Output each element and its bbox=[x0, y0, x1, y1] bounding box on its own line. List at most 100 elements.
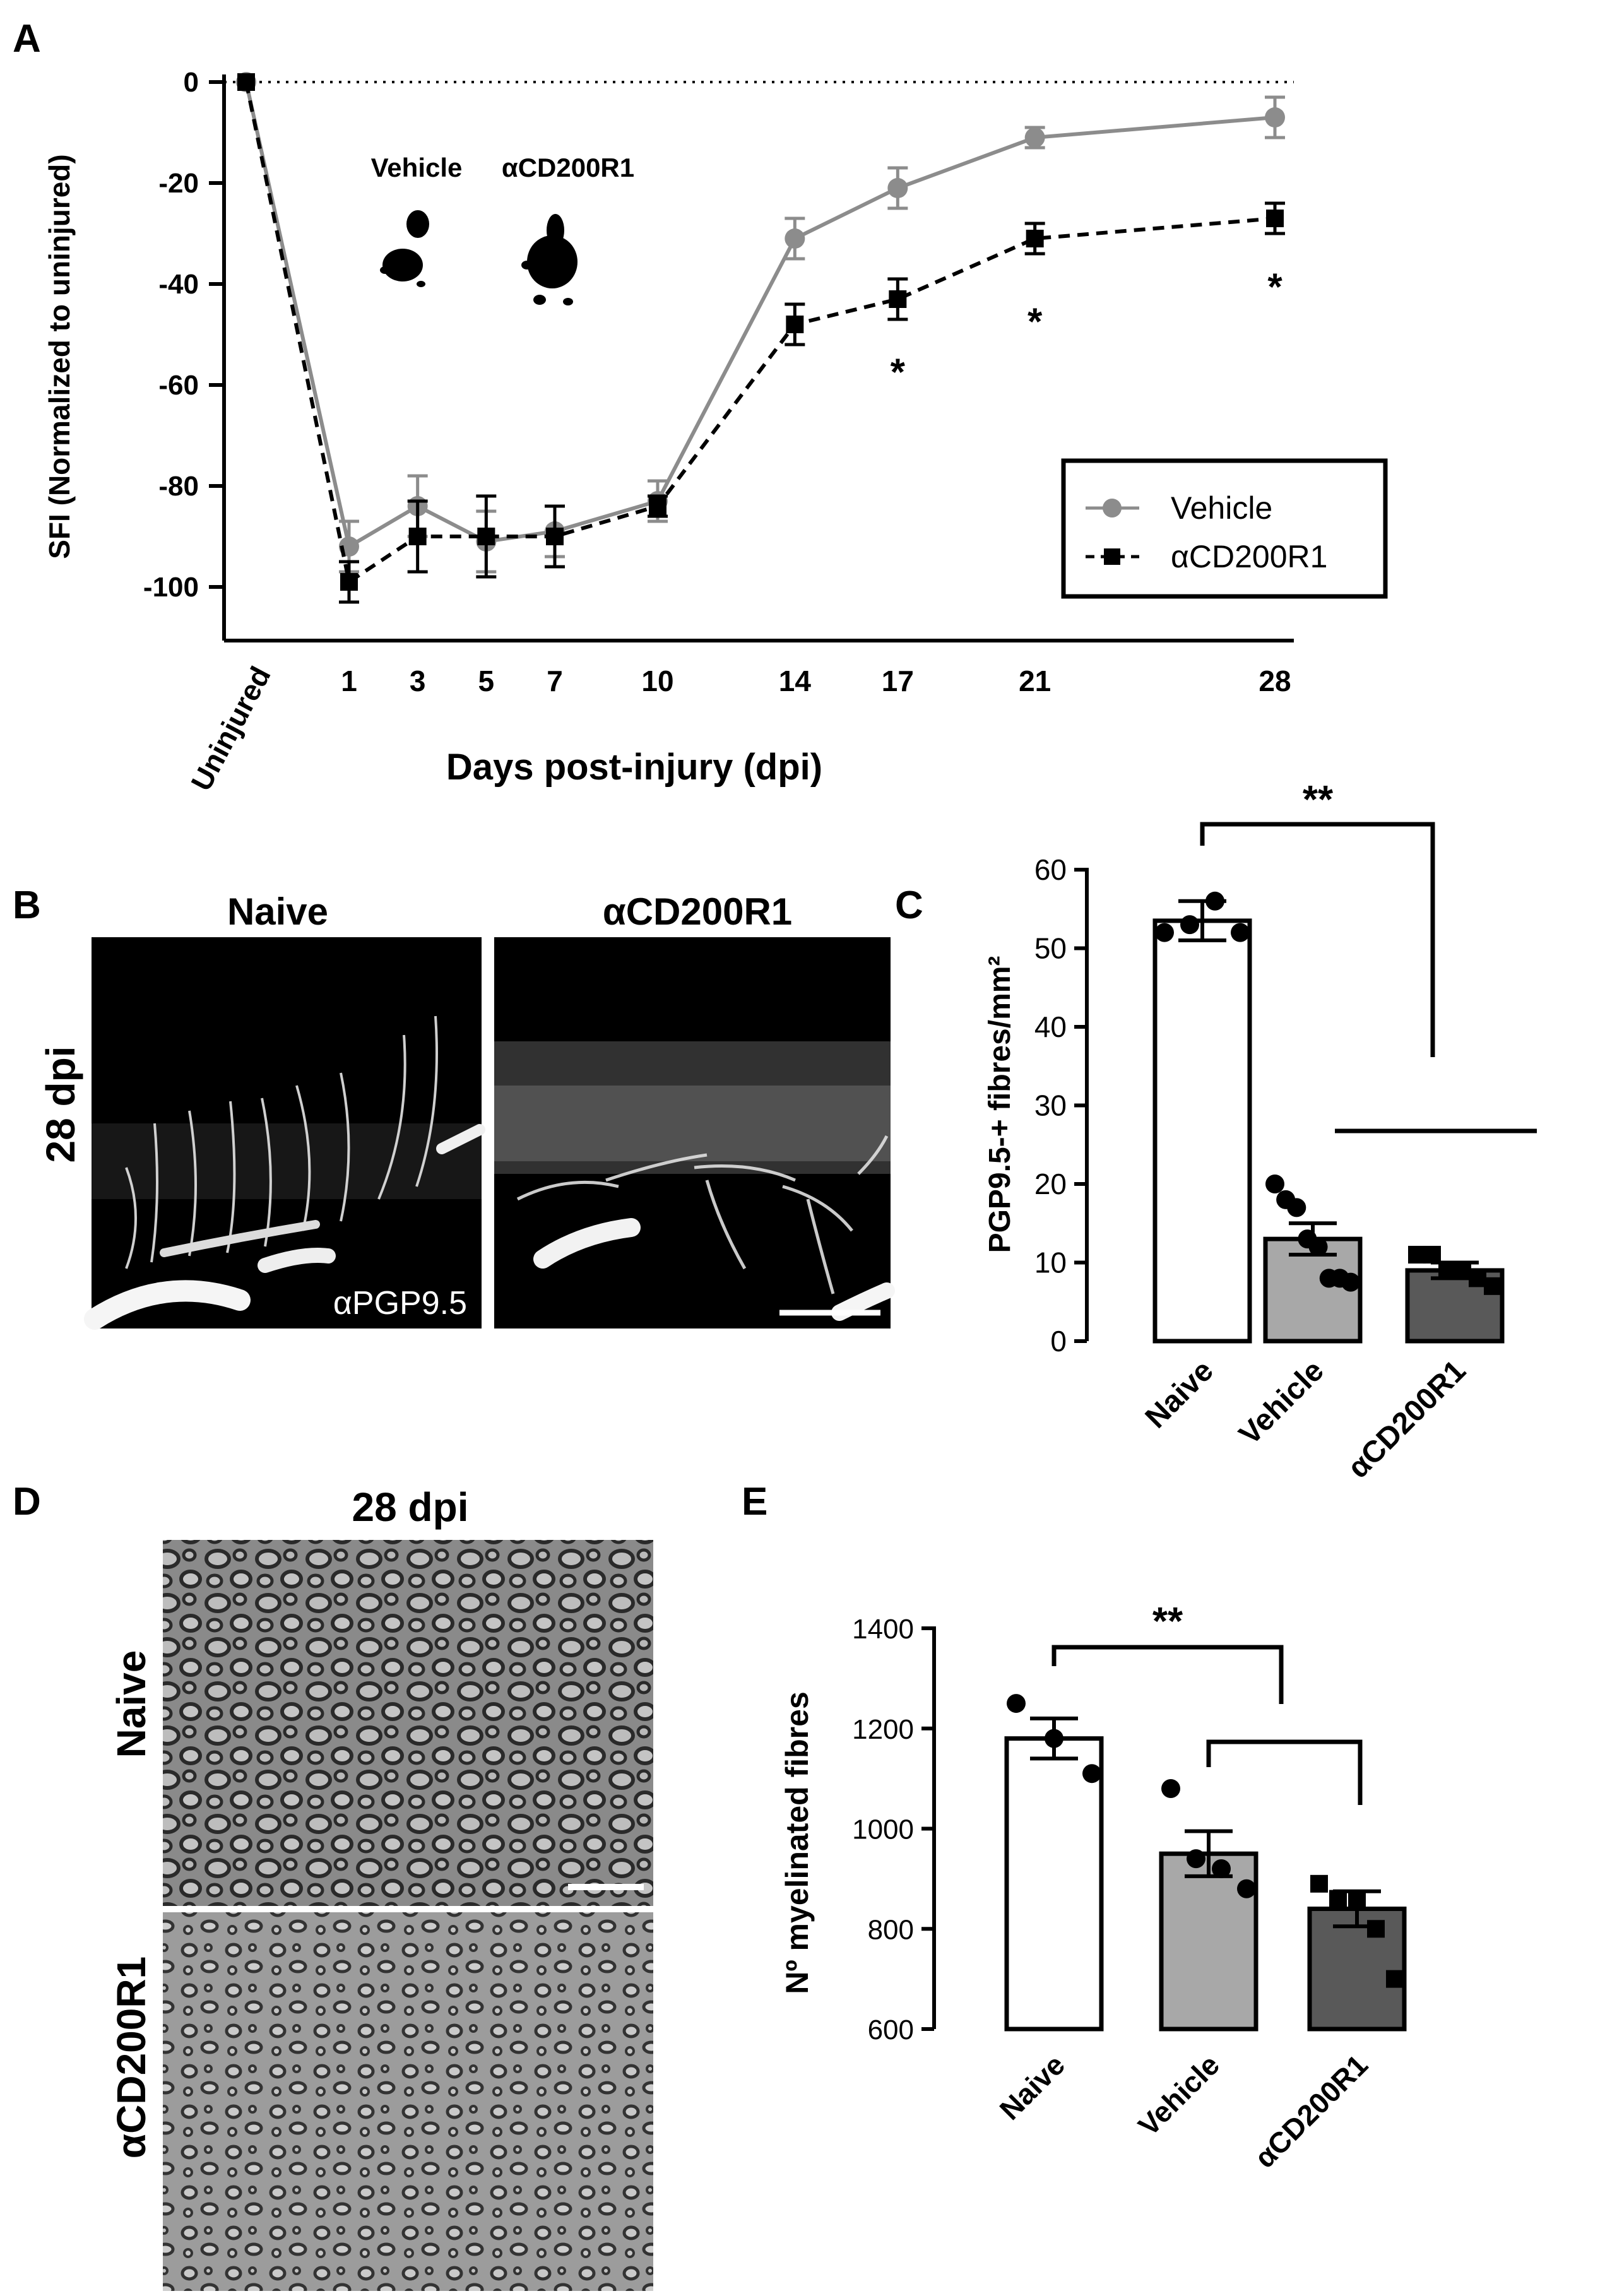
panel-b-row-label: 28 dpi bbox=[38, 1046, 83, 1163]
y-tick-label: 40 bbox=[1034, 1010, 1067, 1043]
data-point bbox=[1287, 1198, 1306, 1217]
significance-bracket-group bbox=[1206, 1739, 1363, 1805]
legend-box bbox=[1061, 458, 1388, 599]
data-point bbox=[1205, 891, 1224, 911]
panel-b-col-acd200r1: αCD200R1 bbox=[603, 891, 792, 933]
significance-marker: * bbox=[1028, 300, 1043, 343]
data-point bbox=[1341, 1272, 1360, 1292]
panel-a-x-tick-label: 28 bbox=[1259, 665, 1291, 697]
data-point bbox=[1423, 1246, 1441, 1264]
panel-e-y-axis-label: Nº myelinated fibres bbox=[779, 1691, 815, 1994]
panel-e-bar-chart: Nº myelinated fibres 600 800 1000 1200 1400 N… bbox=[779, 1600, 1407, 2174]
panel-b-col-naive: Naive bbox=[227, 891, 328, 933]
x-tick-label: αCD200R1 bbox=[1341, 1354, 1472, 1484]
inset-label-acd200r1: αCD200R1 bbox=[502, 153, 634, 182]
data-point bbox=[1212, 1859, 1231, 1878]
data-point bbox=[1310, 1874, 1328, 1893]
panel-b-micrographs: Naive αCD200R1 28 dpi αPGP9.5 bbox=[38, 891, 895, 1330]
panel-a-x-tick-label: 21 bbox=[1019, 665, 1051, 697]
data-point-acd200r1 bbox=[1026, 230, 1044, 247]
panel-a-y-tick-label: -20 bbox=[158, 168, 199, 199]
panel-label-e: E bbox=[742, 1480, 767, 1524]
data-point bbox=[1348, 1890, 1366, 1908]
data-point-acd200r1 bbox=[649, 497, 666, 515]
stain-label: αPGP9.5 bbox=[333, 1285, 467, 1322]
panel-c-bar-chart: PGP9.5-+ fibres/mm² 0 10 20 30 40 50 60 Naive Ve… bbox=[983, 778, 1537, 1485]
panel-d-title: 28 dpi bbox=[352, 1484, 469, 1530]
data-point bbox=[1484, 1277, 1502, 1295]
bar-vehicle bbox=[1263, 1236, 1363, 1344]
panel-label-c: C bbox=[895, 884, 923, 927]
panel-a-line-chart: 0 -20 -40 -60 -80 -100 Uninjured 1 3 5 7 10 14 17 21 28… bbox=[43, 67, 1388, 796]
panel-a-x-axis-label: Days post-injury (dpi) bbox=[446, 747, 822, 788]
panel-a-axes: 0 -20 -40 -60 -80 -100 Uninjured 1 3 5 7 10 14 17 21 28 bbox=[143, 67, 1294, 796]
data-point-acd200r1 bbox=[237, 73, 255, 91]
panel-a-y-tick-label: -80 bbox=[158, 471, 199, 502]
panel-a-series: * * * bbox=[236, 72, 1285, 604]
data-point bbox=[1438, 1261, 1456, 1279]
x-tick-label: Vehicle bbox=[1233, 1354, 1330, 1451]
vehicle-paw-print bbox=[380, 210, 429, 287]
panel-a-y-tick-label: -40 bbox=[158, 269, 199, 300]
y-tick-label: 10 bbox=[1034, 1246, 1067, 1279]
y-tick-label: 1200 bbox=[852, 1714, 914, 1745]
data-point-vehicle bbox=[785, 228, 805, 249]
legend-vehicle-label: Vehicle bbox=[1171, 490, 1272, 526]
y-tick-label: 30 bbox=[1034, 1089, 1067, 1122]
micrograph-d-naive bbox=[163, 1540, 653, 1906]
significance-marker: * bbox=[1267, 266, 1282, 308]
data-point bbox=[1308, 1237, 1328, 1257]
data-point-acd200r1 bbox=[786, 316, 804, 333]
data-point bbox=[1082, 1764, 1101, 1784]
significance-stars: ** bbox=[1303, 778, 1334, 822]
panel-label-b: B bbox=[13, 884, 41, 927]
data-point-vehicle bbox=[887, 178, 908, 198]
panel-a-x-tick-label: 14 bbox=[779, 665, 812, 697]
y-tick-label: 60 bbox=[1034, 853, 1067, 886]
data-point bbox=[1469, 1269, 1486, 1287]
panel-a-x-tick-label: 17 bbox=[882, 665, 914, 697]
x-tick-label: αCD200R1 bbox=[1248, 2048, 1374, 2174]
panel-label-a: A bbox=[13, 17, 41, 61]
y-tick-label: 600 bbox=[868, 2015, 914, 2045]
data-point bbox=[1367, 1920, 1385, 1938]
significance-bracket bbox=[1051, 1645, 1284, 1704]
micrograph-acd200r1 bbox=[494, 937, 895, 1328]
y-tick-label: 0 bbox=[1050, 1325, 1067, 1358]
data-point-vehicle bbox=[1265, 107, 1285, 127]
data-point-acd200r1 bbox=[477, 528, 495, 545]
data-point-acd200r1 bbox=[1266, 210, 1284, 227]
data-point bbox=[1155, 923, 1174, 942]
data-point-acd200r1 bbox=[889, 290, 907, 308]
significance-stars: ** bbox=[1152, 1600, 1183, 1643]
legend-vehicle-marker bbox=[1103, 499, 1122, 518]
panel-label-d: D bbox=[13, 1480, 41, 1524]
y-tick-label: 50 bbox=[1034, 932, 1067, 965]
y-tick-label: 20 bbox=[1034, 1168, 1067, 1200]
data-point bbox=[1161, 1779, 1180, 1798]
data-point-vehicle bbox=[1024, 127, 1045, 148]
data-point bbox=[1329, 1890, 1347, 1908]
data-point bbox=[1187, 1849, 1205, 1869]
data-point bbox=[1007, 1694, 1026, 1713]
panel-d-row-naive: Naive bbox=[109, 1650, 154, 1758]
panel-d-row-acd200r1: αCD200R1 bbox=[109, 1956, 154, 2158]
panel-a-inset: Vehicle αCD200R1 bbox=[371, 153, 634, 305]
legend-acd200r1-marker bbox=[1104, 548, 1120, 565]
acd200r1-paw-print bbox=[521, 214, 578, 305]
data-point bbox=[1231, 923, 1250, 942]
panel-a-x-tick-label: 7 bbox=[547, 665, 563, 697]
micrograph-d-acd200r1 bbox=[163, 1912, 653, 2291]
panel-a-y-tick-label: -60 bbox=[158, 370, 199, 401]
x-tick-label: Naive bbox=[1139, 1354, 1220, 1435]
y-tick-label: 800 bbox=[868, 1914, 914, 1945]
series-line-vehicle bbox=[244, 81, 1276, 550]
panel-c-y-axis-label: PGP9.5-+ fibres/mm² bbox=[983, 956, 1017, 1253]
data-point-acd200r1 bbox=[546, 528, 564, 545]
y-tick-label: 1000 bbox=[852, 1814, 914, 1845]
data-point-acd200r1 bbox=[340, 573, 358, 591]
panel-a-x-tick-label: 10 bbox=[641, 665, 673, 697]
bar-naive bbox=[1004, 1736, 1104, 2032]
panel-a-x-tick-label: 1 bbox=[341, 665, 357, 697]
